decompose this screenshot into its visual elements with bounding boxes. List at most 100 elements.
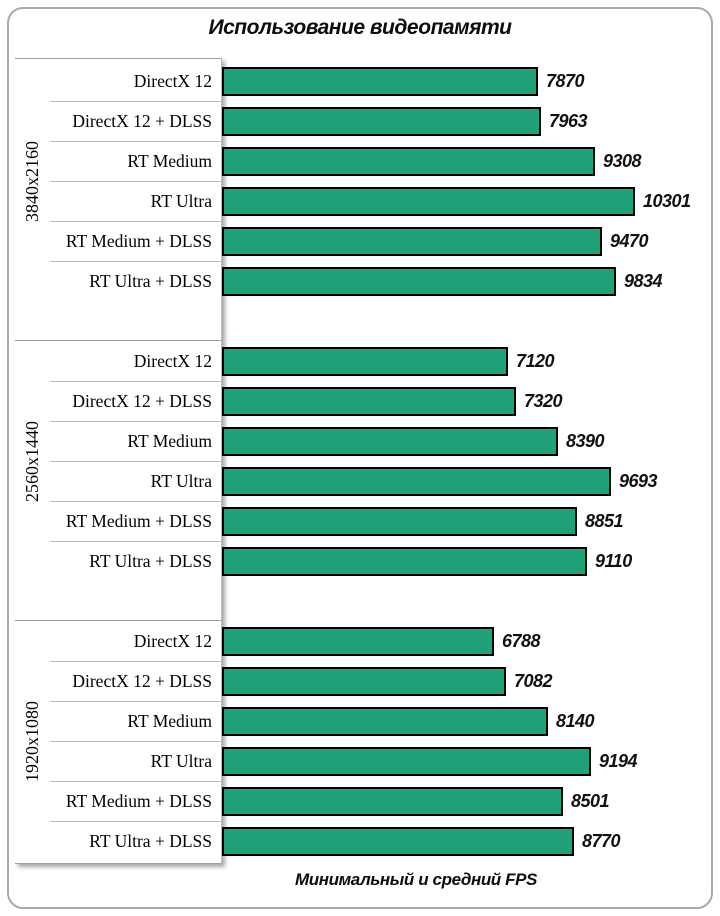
bar-row: RT Ultra 10301 [50, 181, 707, 221]
category-label: RT Ultra [50, 461, 222, 501]
bar [222, 226, 602, 256]
bar [222, 386, 516, 416]
category-label: RT Ultra + DLSS [50, 821, 222, 861]
bar [222, 106, 541, 136]
bar-zone: 6788 [222, 621, 707, 661]
bar-zone: 8140 [222, 701, 707, 741]
bar-zone: 8851 [222, 501, 707, 541]
bar [222, 666, 506, 696]
value-label: 8770 [582, 830, 621, 851]
value-label: 7870 [546, 70, 585, 91]
value-label: 9834 [624, 270, 663, 291]
bar [222, 66, 538, 96]
bar-row: DirectX 12 7870 [50, 61, 707, 101]
bar [222, 786, 563, 816]
bar-row: RT Medium 8140 [50, 701, 707, 741]
bar-zone: 9470 [222, 221, 707, 261]
resolution-group: 1920x1080 DirectX 12 6788 DirectX 12 + DLSS… [15, 621, 707, 861]
bar-row: RT Medium + DLSS 8501 [50, 781, 707, 821]
category-label: DirectX 12 + DLSS [50, 381, 222, 421]
bar-zone: 8501 [222, 781, 707, 821]
resolution-label-cell: 1920x1080 [15, 621, 50, 861]
bar-zone: 7320 [222, 381, 707, 421]
bar-zone: 8770 [222, 821, 707, 861]
category-label: RT Ultra [50, 181, 222, 221]
bar [222, 826, 574, 856]
value-label: 8140 [556, 710, 595, 731]
axis-label-panel [15, 58, 222, 864]
group-spacer [15, 581, 707, 621]
bar-zone: 9834 [222, 261, 707, 301]
resolution-label: 2560x1440 [22, 420, 42, 502]
bar-row: DirectX 12 + DLSS 7082 [50, 661, 707, 701]
bar-zone: 7963 [222, 101, 707, 141]
resolution-label: 3840x2160 [22, 140, 42, 222]
value-label: 7120 [516, 350, 555, 371]
bar [222, 626, 494, 656]
value-label: 9308 [603, 150, 642, 171]
category-label: RT Ultra + DLSS [50, 261, 222, 301]
bar [222, 506, 577, 536]
category-label: DirectX 12 + DLSS [50, 101, 222, 141]
bar-row: DirectX 12 + DLSS 7963 [50, 101, 707, 141]
bar [222, 426, 558, 456]
resolution-group: 2560x1440 DirectX 12 7120 DirectX 12 + DLSS… [15, 341, 707, 581]
value-label: 6788 [502, 630, 541, 651]
bar-zone: 8390 [222, 421, 707, 461]
group-rows: DirectX 12 6788 DirectX 12 + DLSS 7082 RT Me… [50, 621, 707, 861]
category-label: RT Ultra [50, 741, 222, 781]
chart-title: Использование видеопамяти [208, 16, 512, 39]
category-label: RT Medium + DLSS [50, 781, 222, 821]
group-rows: DirectX 12 7120 DirectX 12 + DLSS 7320 RT Me… [50, 341, 707, 581]
bar-row: DirectX 12 + DLSS 7320 [50, 381, 707, 421]
category-label: RT Medium + DLSS [50, 501, 222, 541]
bar [222, 346, 508, 376]
bar-row: RT Ultra 9693 [50, 461, 707, 501]
category-label: RT Ultra + DLSS [50, 541, 222, 581]
bar-row: DirectX 12 7120 [50, 341, 707, 381]
category-label: RT Medium [50, 701, 222, 741]
bar-row: RT Medium 8390 [50, 421, 707, 461]
resolution-group: 3840x2160 DirectX 12 7870 DirectX 12 + DLSS… [15, 61, 707, 301]
value-label: 7963 [549, 110, 588, 131]
group-rows: DirectX 12 7870 DirectX 12 + DLSS 7963 RT Me… [50, 61, 707, 301]
bar [222, 546, 587, 576]
bar-row: RT Medium 9308 [50, 141, 707, 181]
value-label: 10301 [643, 190, 691, 211]
category-label: RT Medium [50, 421, 222, 461]
bar-zone: 7870 [222, 61, 707, 101]
bar-row: RT Ultra 9194 [50, 741, 707, 781]
bar-zone: 9194 [222, 741, 707, 781]
value-label: 9693 [619, 470, 658, 491]
value-label: 9194 [599, 750, 638, 771]
plot-area: 3840x2160 DirectX 12 7870 DirectX 12 + DLSS… [15, 58, 707, 861]
bar-zone: 7082 [222, 661, 707, 701]
resolution-label: 1920x1080 [22, 700, 42, 782]
bar [222, 146, 595, 176]
value-label: 7320 [524, 390, 563, 411]
bar-row: RT Medium + DLSS 9470 [50, 221, 707, 261]
bar-zone: 9693 [222, 461, 707, 501]
category-label: DirectX 12 [133, 631, 212, 651]
bar [222, 706, 548, 736]
bar-row: RT Medium + DLSS 8851 [50, 501, 707, 541]
category-label: RT Medium [50, 141, 222, 181]
bar-zone: 9110 [222, 541, 707, 581]
value-label: 7082 [514, 670, 553, 691]
x-axis-title: Минимальный и средний FPS [295, 870, 537, 889]
category-label: DirectX 12 [133, 351, 212, 371]
bar [222, 466, 611, 496]
category-label: DirectX 12 + DLSS [50, 661, 222, 701]
bar-row: RT Ultra + DLSS 9110 [50, 541, 707, 581]
category-label: DirectX 12 [133, 71, 212, 91]
group-spacer [15, 301, 707, 341]
bar-zone: 9308 [222, 141, 707, 181]
category-label: RT Medium + DLSS [50, 221, 222, 261]
bar [222, 186, 635, 216]
bar-zone: 7120 [222, 341, 707, 381]
value-label: 9470 [610, 230, 649, 251]
bar-row: RT Ultra + DLSS 8770 [50, 821, 707, 861]
bar-row: DirectX 12 6788 [50, 621, 707, 661]
resolution-label-cell: 2560x1440 [15, 341, 50, 581]
bar-row: RT Ultra + DLSS 9834 [50, 261, 707, 301]
